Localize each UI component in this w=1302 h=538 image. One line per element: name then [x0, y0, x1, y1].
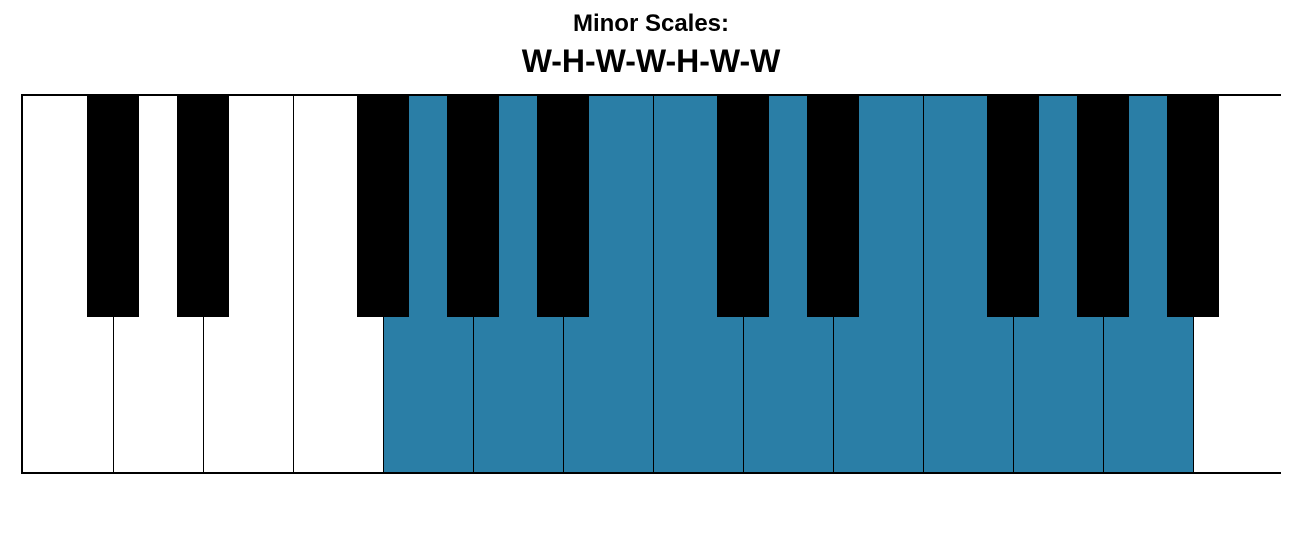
black-key	[1077, 96, 1129, 316]
black-key	[807, 96, 859, 316]
black-key	[717, 96, 769, 316]
title-line-1: Minor Scales:	[0, 10, 1302, 39]
black-key	[987, 96, 1039, 316]
black-key	[177, 96, 229, 316]
black-key	[537, 96, 589, 316]
black-key	[87, 96, 139, 316]
canvas: Minor Scales: W-H-W-W-H-W-W	[0, 0, 1302, 538]
black-key	[447, 96, 499, 316]
title-line-2: W-H-W-W-H-W-W	[0, 41, 1302, 83]
black-key	[357, 96, 409, 316]
title-block: Minor Scales: W-H-W-W-H-W-W	[0, 0, 1302, 82]
piano-keyboard	[21, 94, 1281, 474]
black-key	[1167, 96, 1219, 316]
